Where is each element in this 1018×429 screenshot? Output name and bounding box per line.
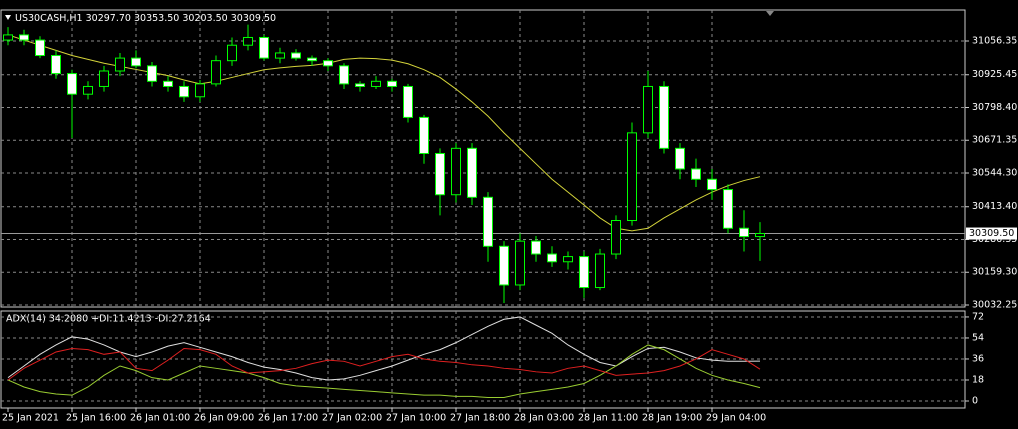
shift-marker xyxy=(766,11,774,16)
candle-body xyxy=(611,220,621,255)
candle-body xyxy=(355,83,365,87)
candle-body xyxy=(307,57,317,62)
candle-body xyxy=(275,52,285,59)
x-tick-label: 26 Jan 09:00 xyxy=(194,413,254,424)
chart-header: US30CASH,H1 30297.70 30353.50 30203.50 3… xyxy=(15,13,276,24)
x-tick-label: 28 Jan 19:00 xyxy=(642,413,702,424)
y-tick-label: 72 xyxy=(972,311,984,322)
candle-body xyxy=(19,34,29,41)
y-tick-label: 0 xyxy=(972,395,978,406)
x-tick-label: 27 Jan 18:00 xyxy=(450,413,510,424)
candle-body xyxy=(35,39,45,57)
bar-high: 30353.50 xyxy=(134,13,179,24)
candle-body xyxy=(339,65,349,85)
candle-body xyxy=(67,73,77,95)
menu-arrow xyxy=(5,15,11,20)
candle-body xyxy=(131,57,141,67)
candle-body xyxy=(387,80,397,87)
x-tick-label: 28 Jan 11:00 xyxy=(578,413,638,424)
candle-body xyxy=(707,178,717,191)
y-tick-label: 30413.40 xyxy=(972,201,1017,212)
bar-open: 30297.70 xyxy=(86,13,131,24)
candle-body xyxy=(291,52,301,59)
candle-body xyxy=(595,253,605,289)
candle-body xyxy=(451,147,461,196)
y-tick-label: 30032.25 xyxy=(972,300,1017,311)
candle-body xyxy=(323,60,333,67)
candle-body xyxy=(227,44,237,62)
candle-body xyxy=(563,256,573,263)
bar-low: 30203.50 xyxy=(182,13,227,24)
y-tick-label: 30798.40 xyxy=(972,102,1017,113)
bar-close: 30309.50 xyxy=(231,13,276,24)
x-tick-label: 29 Jan 04:00 xyxy=(706,413,766,424)
x-tick-label: 25 Jan 2021 xyxy=(2,413,59,424)
y-tick-label: 36 xyxy=(972,353,984,364)
indicator-header: ADX(14) 34.2080 +DI:11.4213 -DI:27.2164 xyxy=(6,314,211,325)
candle-body xyxy=(499,245,509,286)
candle-body xyxy=(531,240,541,255)
y-tick-label: 54 xyxy=(972,332,984,343)
candle-body xyxy=(211,60,221,85)
candle-body xyxy=(739,227,749,238)
y-tick-label: 18 xyxy=(972,374,984,385)
x-tick-label: 26 Jan 17:00 xyxy=(258,413,318,424)
candle-body xyxy=(467,147,477,198)
price-label-box xyxy=(966,227,1017,240)
indicator-panel-frame xyxy=(0,310,966,409)
symbol-title: US30CASH,H1 xyxy=(15,13,83,24)
x-tick-label: 27 Jan 02:00 xyxy=(322,413,382,424)
candle-body xyxy=(403,85,413,118)
candle-body xyxy=(115,57,125,72)
candle-body xyxy=(83,85,93,95)
candle-body xyxy=(579,256,589,289)
candle-body xyxy=(547,253,557,263)
y-tick-label: 30544.30 xyxy=(972,168,1017,179)
candle-body xyxy=(643,85,653,134)
x-tick-label: 25 Jan 16:00 xyxy=(66,413,126,424)
candle-body xyxy=(163,80,173,87)
candle-body xyxy=(147,65,157,82)
candle-body xyxy=(627,132,637,222)
x-tick-label: 27 Jan 10:00 xyxy=(386,413,446,424)
moving-average xyxy=(7,34,761,232)
candle-body xyxy=(483,196,493,247)
candle-body xyxy=(723,189,733,229)
candle-body xyxy=(419,116,429,154)
x-tick-label: 28 Jan 03:00 xyxy=(514,413,574,424)
x-tick-label: 26 Jan 01:00 xyxy=(130,413,190,424)
candle-body xyxy=(243,36,253,46)
indicator-line xyxy=(7,316,761,381)
y-tick-label: 31056.35 xyxy=(972,35,1017,46)
y-tick-label: 30671.35 xyxy=(972,135,1017,146)
candle-body xyxy=(195,83,205,98)
candle-body xyxy=(99,70,109,87)
indicator-line xyxy=(7,344,761,398)
candle-body xyxy=(515,240,525,286)
candle-body xyxy=(3,34,13,41)
candle-body xyxy=(179,85,189,98)
candle-body xyxy=(435,152,445,196)
indicator-line xyxy=(7,347,761,381)
candle-body xyxy=(51,55,61,75)
y-tick-label: 30925.45 xyxy=(972,69,1017,80)
candle-body xyxy=(755,233,765,238)
candle-body xyxy=(371,80,381,87)
price-panel-frame xyxy=(0,9,966,308)
candle-body xyxy=(259,36,269,59)
y-tick-label: 30159.30 xyxy=(972,267,1017,278)
current-price-label: 30309.50 xyxy=(969,228,1014,239)
candle-body xyxy=(659,85,669,149)
candle-body xyxy=(675,147,685,170)
candle-body xyxy=(691,168,701,180)
